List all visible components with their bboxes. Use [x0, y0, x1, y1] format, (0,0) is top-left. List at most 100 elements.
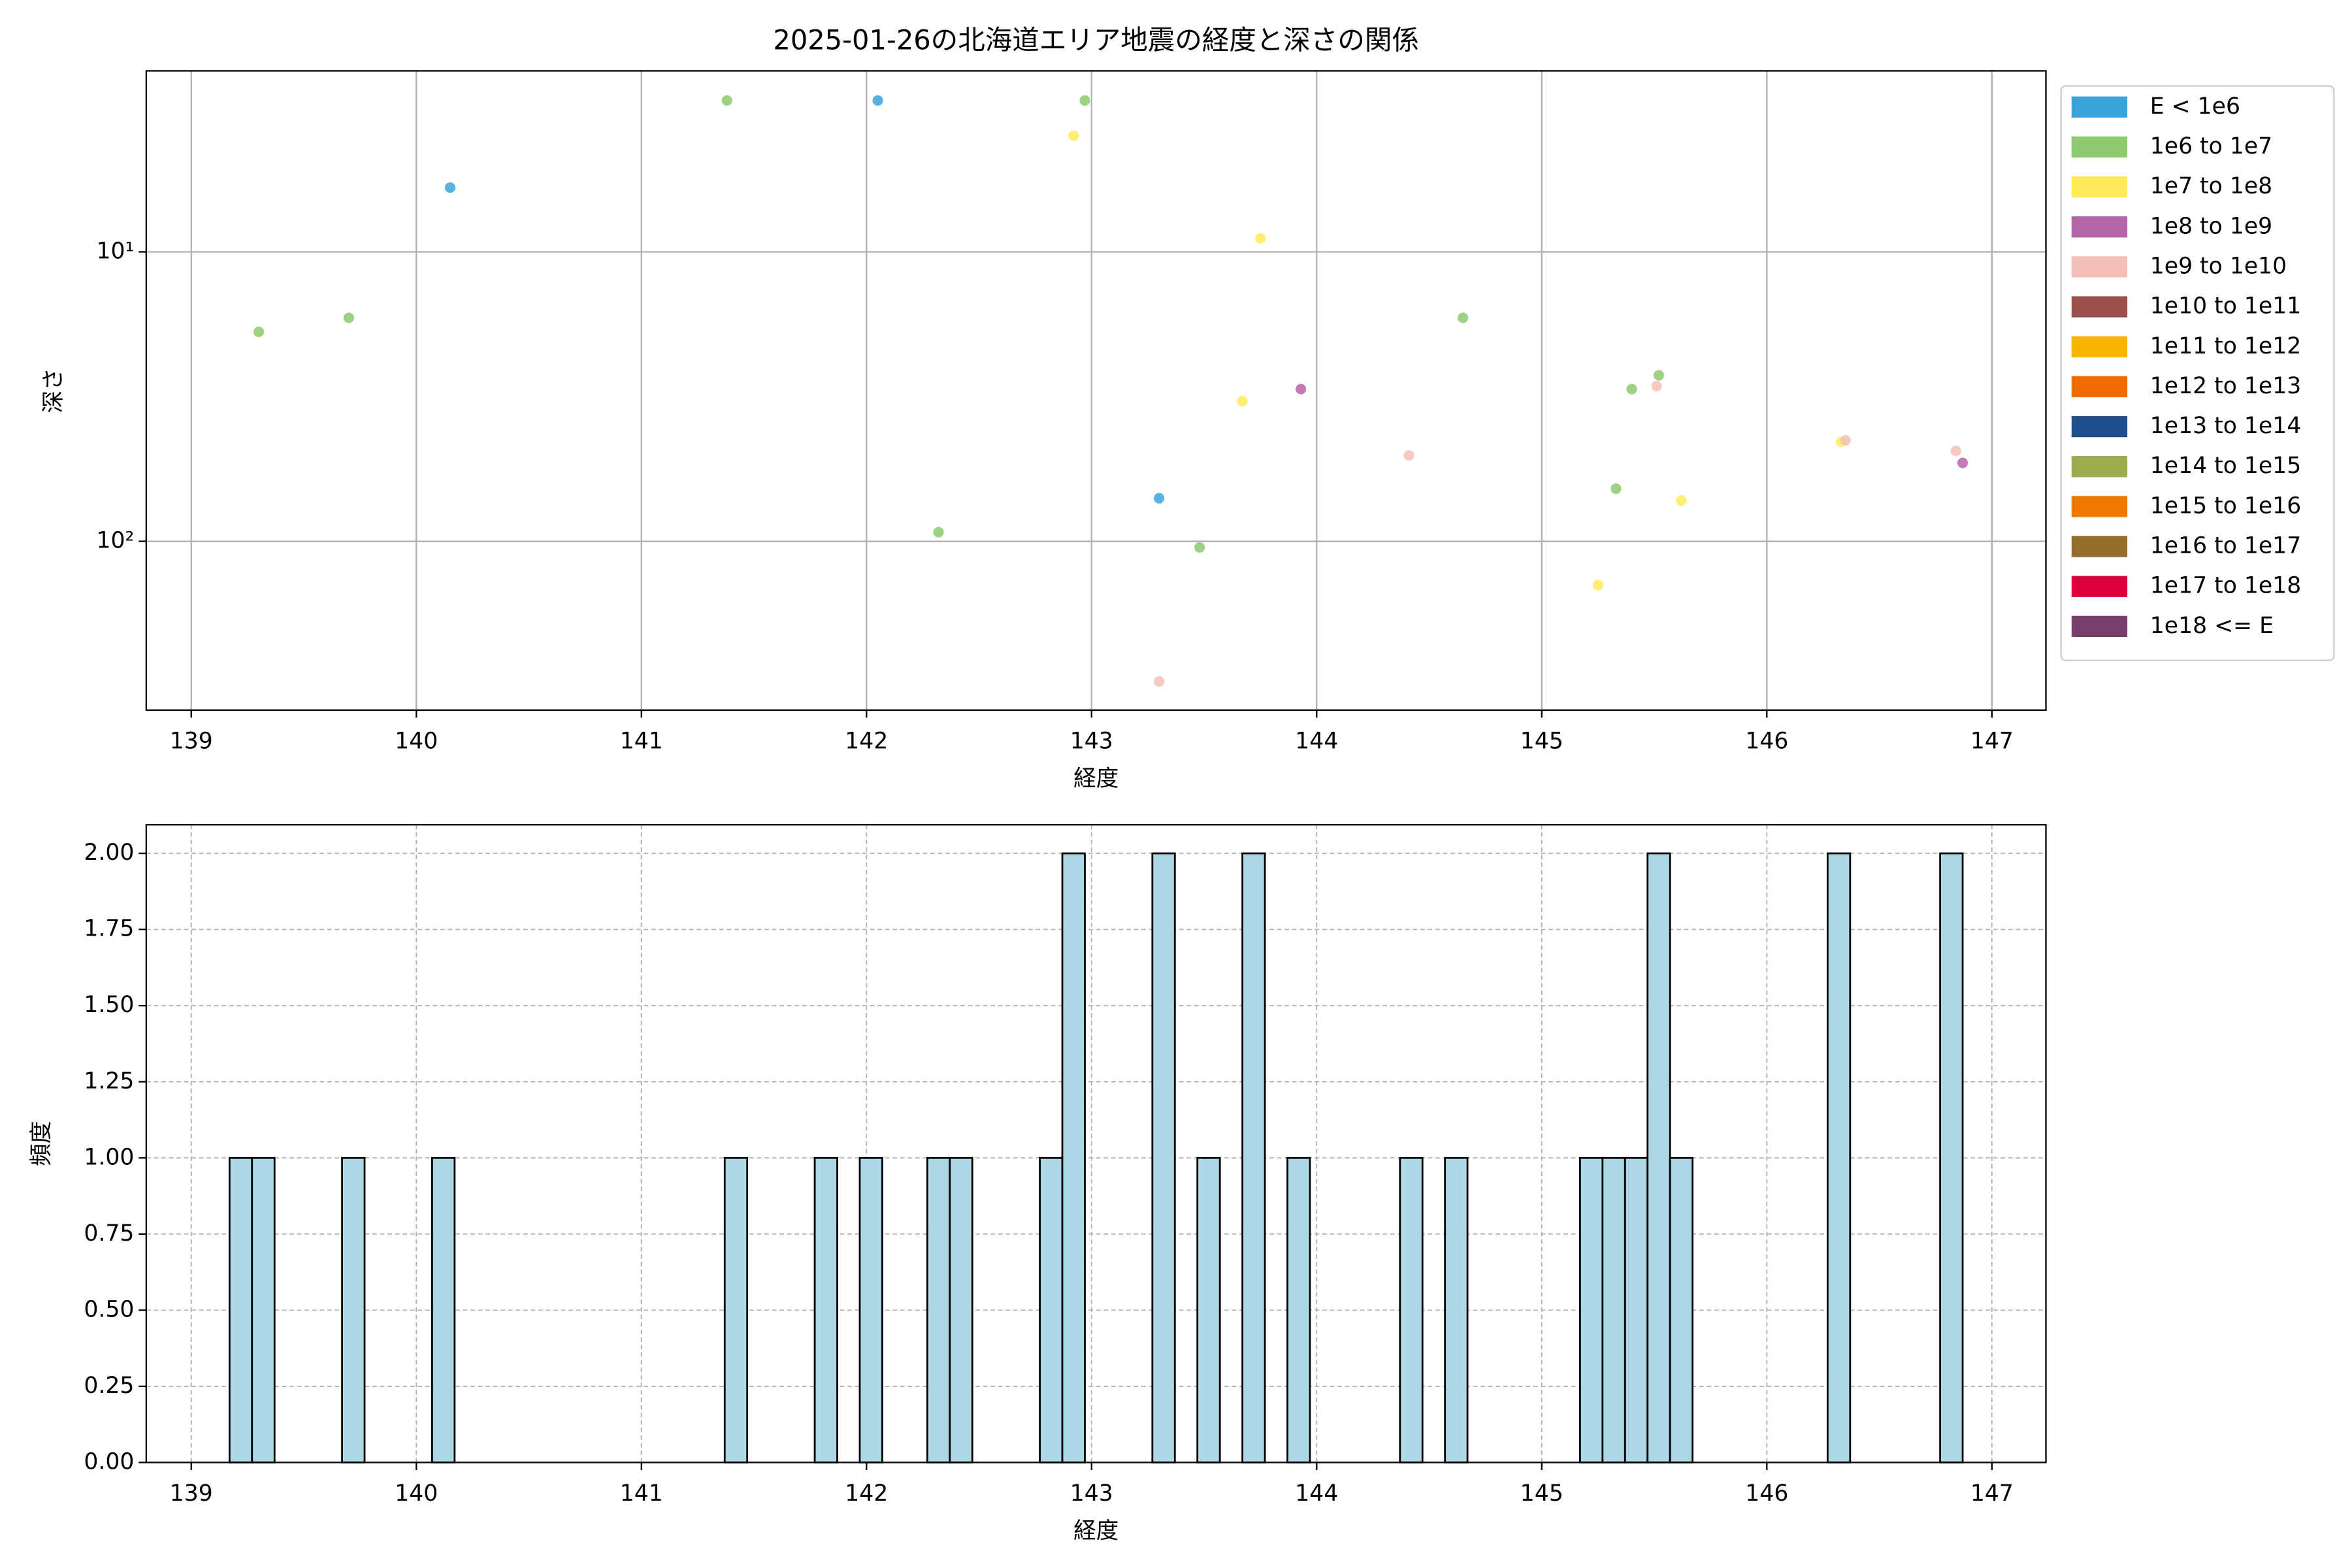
x-tick-label: 147 [1970, 728, 2014, 754]
x-tick-label: 146 [1745, 728, 1788, 754]
y-tick-label: 0.50 [84, 1296, 134, 1322]
legend-frame [2060, 85, 2335, 661]
y-tick-label: 10¹ [96, 238, 134, 264]
bar [1061, 852, 1086, 1463]
x-tick-label: 141 [620, 728, 663, 754]
bar [1624, 1156, 1649, 1463]
legend-label: 1e14 to 1e15 [2150, 453, 2301, 479]
legend-label: 1e6 to 1e7 [2150, 133, 2272, 159]
legend-label: 1e17 to 1e18 [2150, 573, 2301, 599]
legend-swatch [2071, 615, 2128, 637]
point [1957, 457, 1968, 468]
bar [341, 1156, 366, 1463]
y-tick-label: 1.75 [84, 916, 134, 942]
bar [1444, 1156, 1469, 1463]
bar [1601, 1156, 1626, 1463]
bar [228, 1156, 253, 1463]
point [1154, 676, 1165, 687]
point [1676, 495, 1687, 506]
x-tick-label: 141 [620, 1480, 663, 1507]
point [1403, 450, 1414, 461]
point [343, 312, 354, 323]
point [253, 326, 265, 338]
point [1255, 233, 1266, 244]
legend-swatch [2071, 576, 2128, 597]
legend-label: 1e8 to 1e9 [2150, 213, 2272, 239]
x-tick-label: 142 [845, 728, 888, 754]
bar [723, 1156, 749, 1463]
point [1237, 395, 1248, 407]
bar [1151, 852, 1176, 1463]
x-tick-label: 140 [395, 1480, 438, 1507]
plot-frame [145, 70, 2047, 711]
legend-label: 1e16 to 1e17 [2150, 533, 2301, 559]
legend-label: 1e7 to 1e8 [2150, 173, 2272, 199]
x-tick-label: 144 [1295, 1480, 1338, 1507]
y-axis-label: 深さ [41, 368, 67, 413]
x-tick-label: 146 [1745, 1480, 1788, 1507]
bar [926, 1156, 951, 1463]
legend-swatch [2071, 256, 2128, 278]
bar [1241, 852, 1266, 1463]
plot-frame [145, 824, 2047, 1463]
x-tick-label: 145 [1520, 728, 1563, 754]
point [1626, 384, 1637, 395]
point [1154, 493, 1165, 504]
y-tick-label: 1.25 [84, 1068, 134, 1094]
bar [1196, 1156, 1221, 1463]
point [1651, 380, 1662, 392]
point [1610, 483, 1622, 495]
x-tick-label: 143 [1070, 1480, 1113, 1507]
bar [1939, 852, 1964, 1463]
bar [1646, 852, 1671, 1463]
legend-label: 1e15 to 1e16 [2150, 493, 2301, 519]
legend-swatch [2071, 496, 2128, 517]
chart-title: 2025-01-26の北海道エリア地震の経度と深さの関係 [773, 24, 1419, 56]
legend-swatch [2071, 176, 2128, 198]
x-tick-label: 145 [1520, 1480, 1563, 1507]
point [872, 95, 883, 106]
point [933, 527, 944, 538]
legend-label: 1e12 to 1e13 [2150, 373, 2301, 399]
legend-label: 1e18 <= E [2150, 613, 2274, 639]
legend-swatch [2071, 536, 2128, 557]
point [1458, 312, 1469, 323]
x-tick-label: 139 [170, 728, 213, 754]
bar [858, 1156, 883, 1463]
point [1592, 580, 1604, 591]
legend-label: 1e11 to 1e12 [2150, 333, 2301, 359]
legend-swatch [2071, 376, 2128, 398]
x-tick-label: 147 [1970, 1480, 2014, 1507]
y-tick-label: 10² [96, 528, 134, 554]
bar [813, 1156, 838, 1463]
legend-swatch [2071, 296, 2128, 318]
point [1296, 384, 1307, 395]
bar [1826, 852, 1852, 1463]
y-tick-label: 0.75 [84, 1220, 134, 1247]
legend-swatch [2071, 336, 2128, 357]
point [1653, 370, 1665, 381]
legend-swatch [2071, 456, 2128, 478]
y-tick-label: 0.25 [84, 1373, 134, 1399]
x-tick-label: 140 [395, 728, 438, 754]
y-tick-label: 2.00 [84, 840, 134, 866]
legend-label: 1e10 to 1e11 [2150, 293, 2301, 319]
legend-swatch [2071, 96, 2128, 118]
bar [1669, 1156, 1694, 1463]
point [1068, 130, 1079, 141]
bar [1579, 1156, 1604, 1463]
point [1840, 434, 1851, 446]
bar [251, 1156, 276, 1463]
legend-swatch [2071, 136, 2128, 158]
bar [1399, 1156, 1424, 1463]
legend-label: E < 1e6 [2150, 93, 2240, 120]
x-tick-label: 139 [170, 1480, 213, 1507]
y-axis-label: 頻度 [29, 1121, 55, 1166]
point [721, 95, 732, 106]
bar [1286, 1156, 1311, 1463]
x-axis-label: 経度 [1073, 1518, 1119, 1544]
x-tick-label: 144 [1295, 728, 1338, 754]
point [1950, 446, 1961, 457]
x-tick-label: 142 [845, 1480, 888, 1507]
